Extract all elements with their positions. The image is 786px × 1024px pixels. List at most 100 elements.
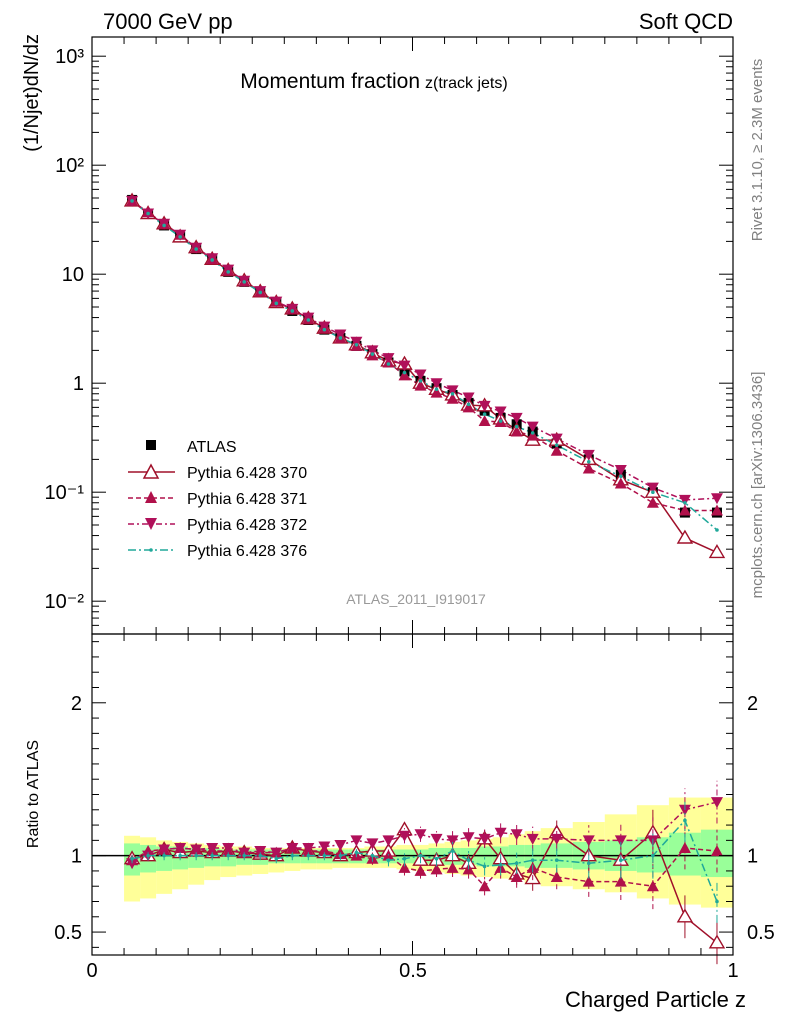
- marker-372: [478, 833, 491, 845]
- marker-371: [614, 477, 627, 489]
- marker-376: [226, 853, 231, 858]
- y-tick-label: 10³: [55, 46, 84, 68]
- x-tick-label-05: 0.5: [399, 960, 427, 982]
- marker-376: [651, 853, 655, 858]
- marker-376: [290, 853, 295, 858]
- marker-371: [582, 875, 595, 887]
- legend-marker-atlas: [146, 440, 156, 450]
- marker-376: [370, 352, 375, 356]
- marker-376: [322, 853, 327, 858]
- marker-372: [414, 829, 427, 841]
- marker-376: [146, 211, 150, 216]
- marker-371: [678, 504, 691, 516]
- marker-372: [366, 838, 379, 850]
- legend-item-371: Pythia 6.428 371: [128, 491, 307, 508]
- marker-376: [258, 290, 263, 295]
- marker-372: [582, 449, 595, 461]
- marker-376: [586, 460, 591, 464]
- marker-372: [526, 833, 539, 845]
- marker-372: [382, 353, 395, 365]
- marker-372: [270, 847, 283, 859]
- marker-376: [242, 280, 247, 284]
- marker-371: [446, 392, 459, 404]
- legend-label-370: Pythia 6.428 370: [187, 465, 307, 482]
- marker-372: [430, 833, 443, 845]
- marker-372: [334, 839, 347, 851]
- marker-372: [462, 832, 475, 844]
- marker-376: [210, 258, 214, 262]
- marker-376: [354, 850, 359, 855]
- main-title-sub: z(track jets): [425, 75, 508, 92]
- marker-376: [434, 856, 439, 861]
- marker-376: [530, 431, 535, 435]
- marker-376: [418, 853, 423, 858]
- marker-376: [274, 856, 279, 861]
- marker-372: [206, 843, 219, 854]
- marker-371: [430, 386, 443, 398]
- marker-372: [430, 378, 443, 390]
- marker-376: [370, 853, 375, 858]
- marker-376: [530, 858, 535, 863]
- main-y-axis-label: (1/Njet)dN/dz: [21, 34, 43, 152]
- marker-372: [398, 360, 411, 372]
- marker-372: [334, 329, 347, 341]
- marker-372: [302, 312, 315, 324]
- marker-376: [450, 849, 455, 853]
- legend-marker-376: [149, 548, 153, 552]
- marker-372: [462, 392, 475, 404]
- marker-376: [715, 899, 719, 904]
- x-axis-label: Charged Particle z: [565, 987, 746, 1012]
- marker-371: [430, 863, 443, 875]
- legend-marker-370: [142, 463, 160, 479]
- marker-372: [646, 482, 659, 494]
- marker-376: [354, 343, 359, 347]
- header-right: Soft QCD: [639, 9, 733, 34]
- legend-label-371: Pythia 6.428 371: [187, 491, 307, 508]
- marker-372: [318, 321, 331, 333]
- main-title: Momentum fraction: [240, 70, 420, 93]
- marker-376: [386, 858, 391, 863]
- marker-370: [708, 934, 726, 949]
- marker-376: [178, 853, 182, 858]
- marker-372: [190, 844, 203, 856]
- main-panel: Momentum fraction z(track jets) (1/Njet)…: [21, 34, 734, 635]
- y-tick-label: 10: [62, 264, 84, 286]
- marker-372: [350, 336, 363, 348]
- marker-376: [210, 853, 214, 858]
- marker-370: [676, 908, 694, 923]
- marker-376: [194, 247, 198, 251]
- marker-376: [651, 490, 655, 494]
- marker-376: [162, 223, 166, 228]
- ratio-panel: Ratio to ATLAS 0.5 0.5 1 1 2 2: [25, 634, 775, 965]
- ratio-y-tick-label: 2: [71, 693, 82, 715]
- legend-item-376: Pythia 6.428 376: [128, 543, 307, 560]
- side-label-bottom: mcplots.cern.ch [arXiv:1306.3436]: [749, 372, 766, 599]
- marker-376: [715, 528, 719, 532]
- marker-371: [478, 880, 491, 892]
- marker-372: [398, 830, 411, 842]
- marker-372: [494, 406, 507, 418]
- marker-372: [254, 846, 267, 858]
- marker-376: [178, 235, 182, 239]
- marker-376: [514, 424, 519, 429]
- marker-376: [482, 864, 487, 869]
- watermark: ATLAS_2011_I919017: [346, 591, 486, 607]
- marker-376: [258, 853, 263, 858]
- marker-372: [710, 493, 723, 505]
- marker-376: [290, 309, 295, 313]
- uncertainty-band-green: [396, 849, 413, 864]
- uncertainty-band-green: [476, 846, 493, 867]
- marker-372: [550, 833, 563, 845]
- marker-371: [494, 861, 507, 873]
- marker-376: [498, 863, 503, 867]
- marker-372: [158, 844, 171, 856]
- marker-376: [619, 858, 623, 863]
- ratio-line-2: [131, 847, 718, 888]
- marker-376: [146, 853, 150, 858]
- marker-372: [526, 421, 539, 433]
- marker-376: [554, 443, 559, 447]
- legend-label-atlas: ATLAS: [187, 439, 237, 456]
- marker-372: [710, 797, 723, 809]
- marker-372: [318, 841, 331, 853]
- legend-item-370: Pythia 6.428 370: [128, 463, 307, 482]
